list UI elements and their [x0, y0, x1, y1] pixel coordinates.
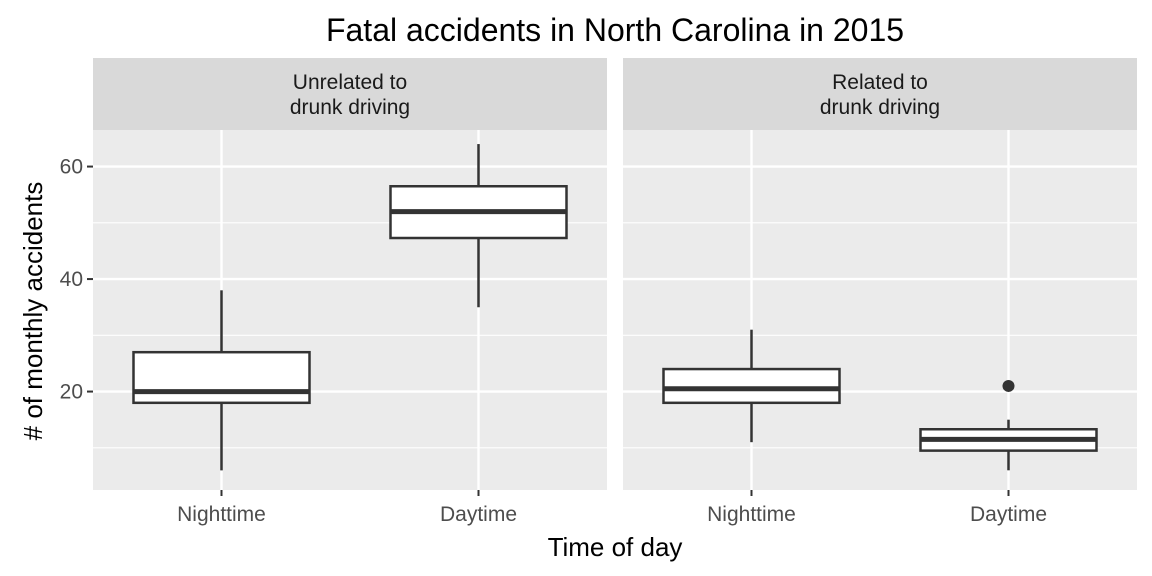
x-tick-label: Daytime — [970, 503, 1047, 526]
y-tick-label: 20 — [60, 381, 83, 404]
box-iqr — [662, 367, 841, 405]
facet-strip — [623, 58, 1137, 130]
x-tick-label: Nighttime — [707, 503, 796, 526]
facet-strip — [93, 58, 607, 130]
box-iqr — [132, 350, 311, 405]
x-tick-label: Nighttime — [177, 503, 266, 526]
boxplot-daytime — [389, 144, 568, 308]
y-axis: 20 40 60 — [60, 156, 93, 404]
y-axis-title: # of monthly accidents — [18, 182, 48, 441]
facet-strip-label: Related to — [832, 71, 928, 94]
chart-title: Fatal accidents in North Carolina in 201… — [326, 12, 904, 48]
panel-background — [93, 130, 607, 490]
boxplot-nighttime — [662, 329, 841, 443]
facet-strip-label: Unrelated to — [293, 71, 407, 94]
boxplot-nighttime — [132, 290, 311, 471]
x-tick-label: Daytime — [440, 503, 517, 526]
facet-strip-label: drunk driving — [290, 96, 410, 119]
x-axis-title: Time of day — [548, 532, 683, 562]
facet-strip-label: drunk driving — [820, 96, 940, 119]
y-tick-label: 40 — [60, 268, 83, 291]
y-tick-label: 60 — [60, 156, 83, 179]
outlier-point — [1002, 379, 1015, 392]
boxplot-daytime — [919, 379, 1098, 471]
